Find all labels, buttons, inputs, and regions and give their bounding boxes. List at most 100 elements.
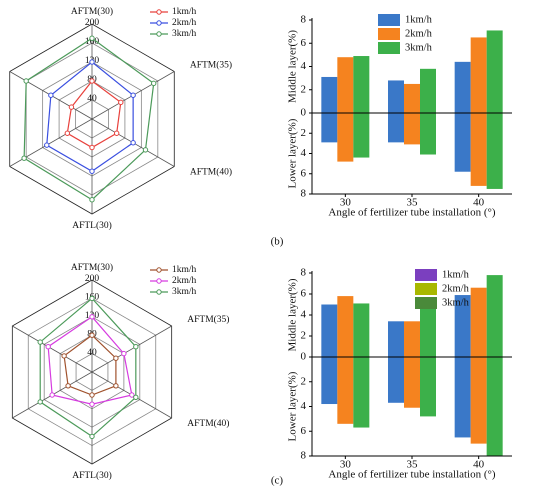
radar-marker	[48, 92, 54, 98]
radar-marker	[133, 394, 139, 400]
y-tick-label: 8	[301, 450, 307, 462]
legend-marker	[156, 278, 162, 284]
bar-middle	[486, 275, 503, 357]
radar-marker	[64, 130, 71, 136]
radar-marker	[113, 130, 120, 136]
legend-swatch	[378, 14, 400, 26]
x-axis-label: Angle of fertilizer tube installation (°…	[328, 207, 496, 219]
y-tick-label: 6	[301, 425, 307, 437]
radar-marker	[142, 147, 149, 153]
category-label: AFTM(40)	[187, 418, 229, 429]
bar-lower	[321, 113, 338, 143]
bar-lower	[420, 357, 436, 417]
bar-middle	[321, 76, 338, 113]
y-tick-label: 6	[301, 288, 307, 300]
r-tick-label: 200	[85, 274, 100, 284]
legend-label: 3km/h	[405, 42, 433, 53]
y-tick-label: 2	[301, 83, 307, 95]
legend-swatch	[378, 42, 400, 54]
r-tick-label: 200	[85, 18, 100, 28]
x-tick-label: 30	[340, 197, 352, 209]
legend-label: 2km/h	[442, 283, 470, 294]
bar-lower	[486, 357, 503, 456]
legend-marker	[156, 20, 162, 26]
radar-marker	[89, 433, 95, 440]
bar-middle	[470, 287, 487, 357]
x-tick-label: 40	[473, 197, 485, 209]
bar-middle	[486, 30, 503, 113]
radar-marker	[89, 35, 95, 41]
bar-lower	[404, 113, 420, 145]
bar-middle	[454, 295, 471, 357]
x-tick-label: 35	[407, 459, 419, 471]
bar-middle	[321, 304, 338, 357]
radar-marker	[129, 392, 135, 398]
bar-lower	[353, 357, 370, 428]
legend-label: 3km/h	[172, 29, 197, 39]
bar-lower	[337, 357, 354, 424]
bar-middle	[420, 306, 436, 357]
bar-middle	[388, 80, 404, 113]
radar-marker	[130, 140, 136, 146]
y-tick-label: 4	[301, 147, 307, 159]
bar-lower	[454, 113, 471, 172]
radar-marker	[89, 314, 95, 320]
radar-marker	[151, 80, 157, 87]
bar-middle	[404, 83, 420, 113]
radar-marker	[133, 344, 139, 350]
legend-label: 2km/h	[172, 18, 197, 28]
radar-marker	[65, 383, 71, 389]
y-tick-label: 2	[301, 127, 307, 139]
radar-marker	[37, 399, 43, 405]
y-tick-label: 4	[301, 60, 307, 72]
y-tick-label: 2	[301, 330, 307, 342]
radar-marker	[113, 355, 119, 361]
legend-label: 1km/h	[442, 269, 470, 280]
bar-lower	[486, 113, 503, 189]
radar-marker	[118, 99, 124, 106]
radar-marker	[89, 401, 95, 407]
legend-label: 3km/h	[442, 297, 470, 308]
bar-middle	[353, 303, 370, 357]
category-label: AFTM(40)	[190, 167, 232, 178]
radar-marker	[44, 142, 50, 148]
category-label: AFTM(30)	[71, 6, 113, 17]
y-axis-label: Middle layer(%)	[287, 278, 299, 351]
bar-middle	[470, 37, 487, 113]
category-label: AFTL(30)	[72, 470, 112, 481]
y-tick-label: 8	[301, 14, 307, 26]
legend-label: 2km/h	[405, 28, 433, 39]
bar-lower	[388, 357, 404, 403]
radar-marker	[130, 92, 136, 98]
bar-middle	[388, 321, 404, 357]
bar-lower	[470, 113, 487, 186]
bar-middle	[337, 296, 354, 357]
bar-lower	[470, 357, 487, 444]
bar-lower	[420, 113, 436, 155]
bar-lower	[321, 357, 338, 405]
radar-spoke	[91, 325, 172, 373]
y-tick-label: 4	[301, 309, 307, 321]
radar-marker	[61, 353, 67, 359]
panel-caption: (c)	[271, 475, 284, 487]
bar-middle	[454, 61, 471, 113]
y-tick-label: 8	[301, 267, 307, 279]
legend-marker	[156, 267, 162, 273]
radar-marker	[89, 332, 95, 338]
radar-marker	[37, 339, 43, 345]
legend-marker	[156, 9, 162, 15]
bar-lower	[454, 357, 471, 438]
radar-marker	[23, 78, 29, 84]
y-axis-label: Lower layer(%)	[287, 371, 299, 441]
legend-marker	[156, 31, 162, 37]
radar-marker	[45, 344, 51, 350]
bar-middle	[337, 57, 354, 113]
bar-middle	[353, 56, 370, 113]
legend-swatch	[415, 269, 437, 281]
legend-swatch	[415, 297, 437, 309]
bar-middle	[420, 68, 436, 113]
category-label: AFTL(30)	[72, 220, 112, 231]
radar-marker	[49, 392, 55, 398]
radar-marker	[89, 144, 95, 151]
